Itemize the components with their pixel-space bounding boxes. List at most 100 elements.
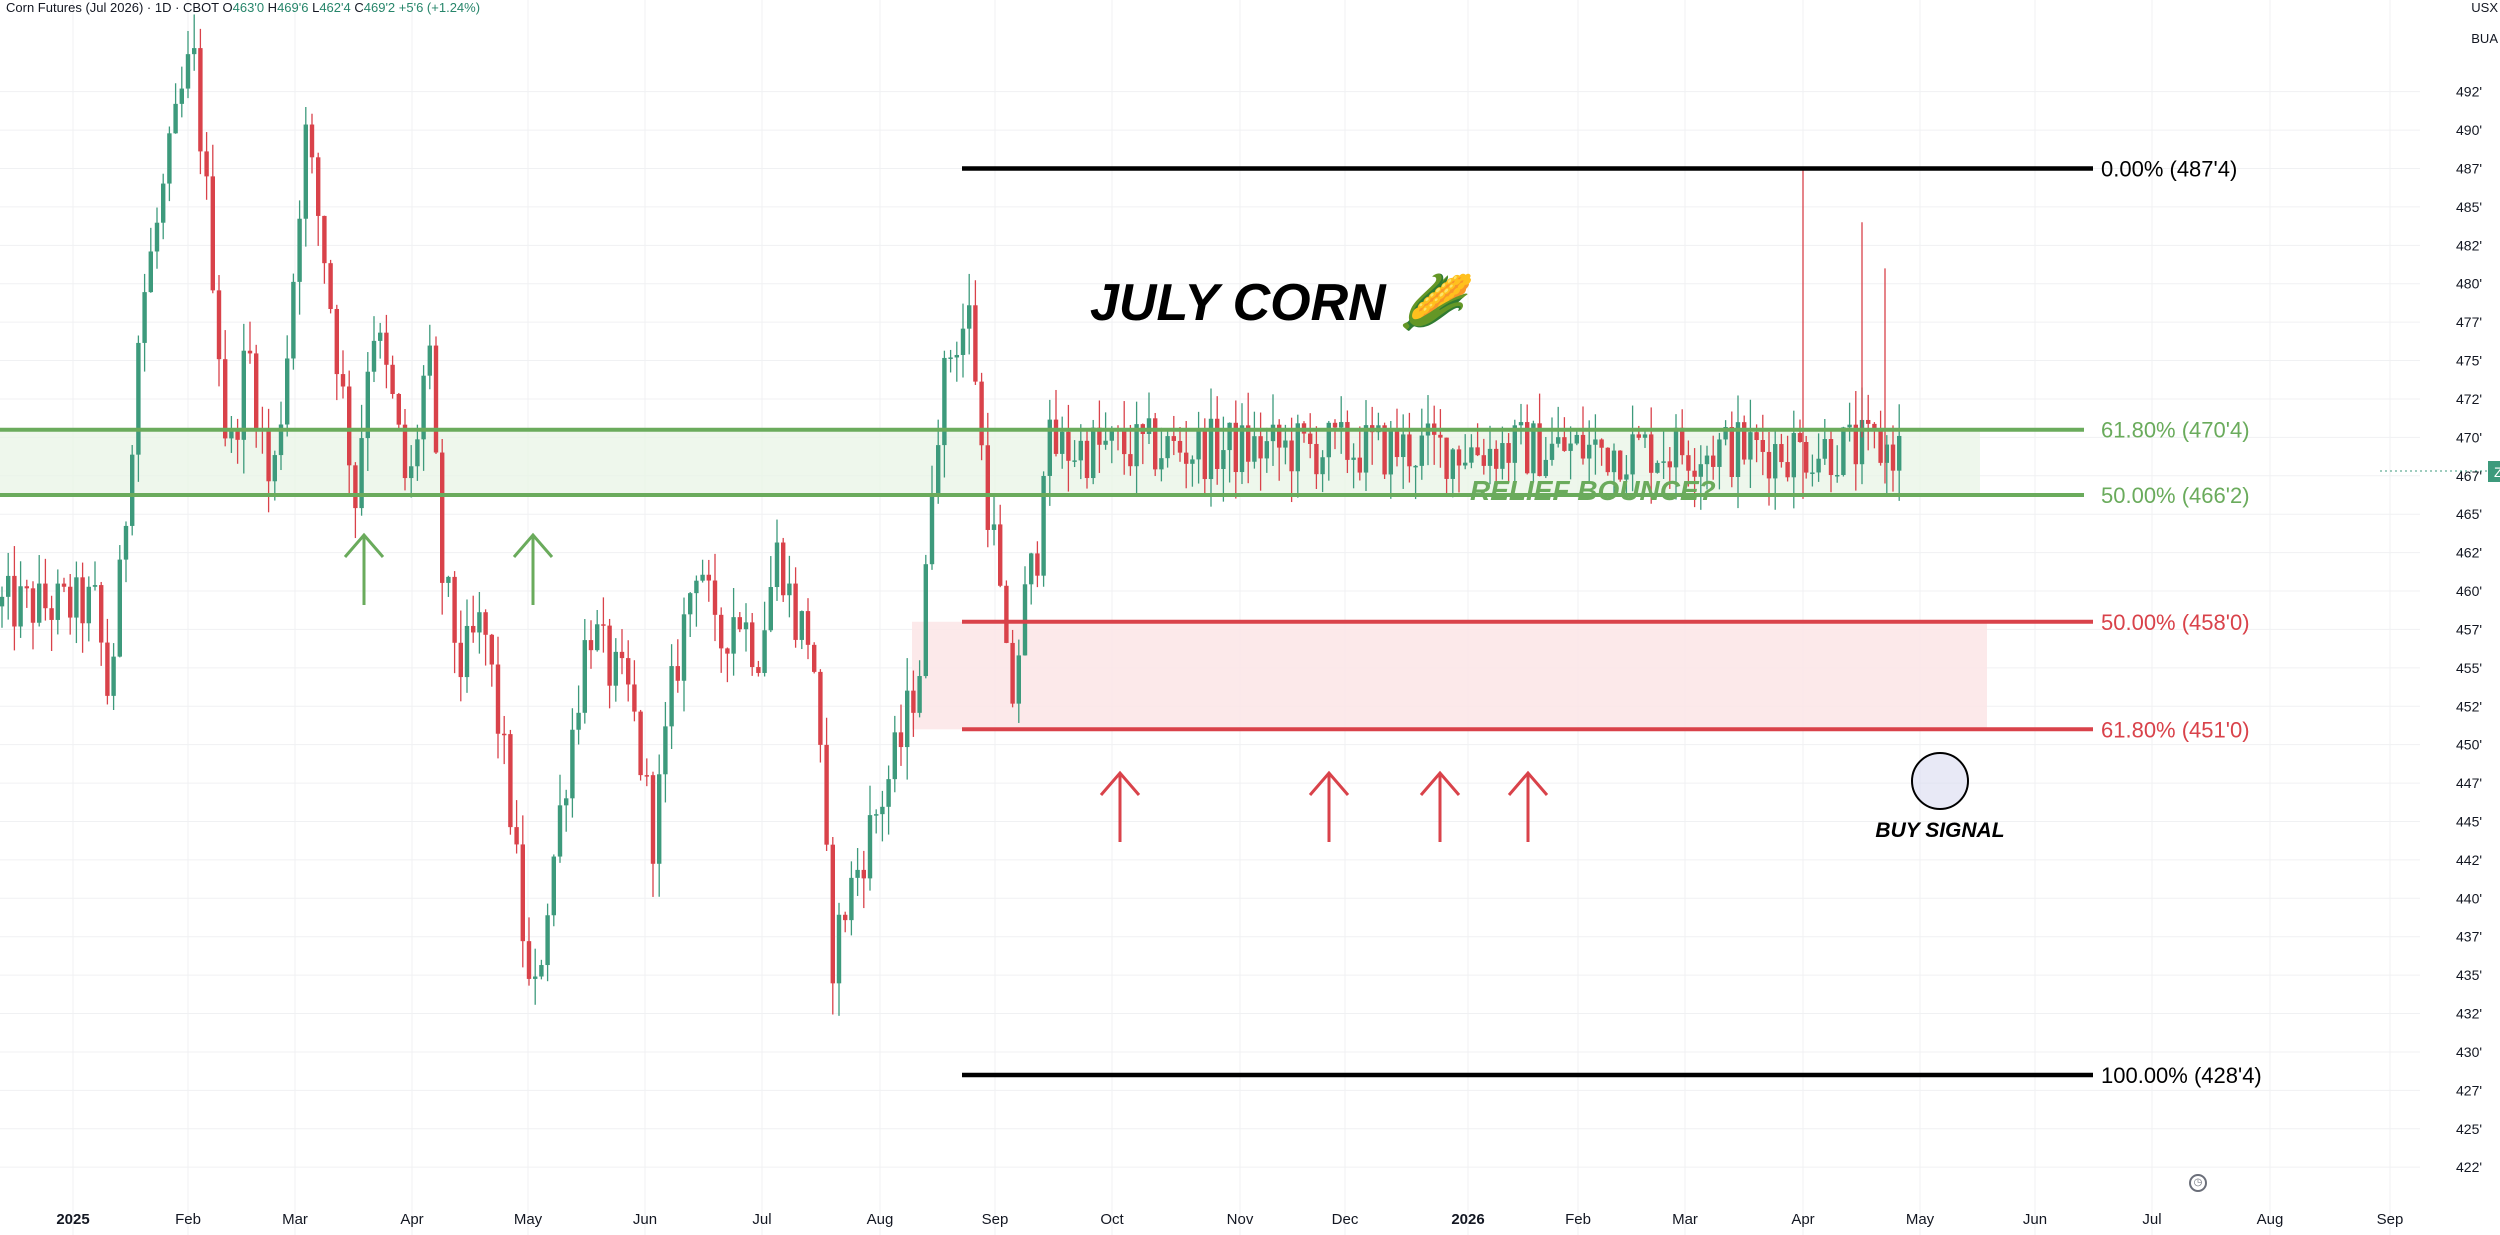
candle-body: [1754, 432, 1759, 441]
candle-body: [1314, 443, 1319, 475]
clock-icon[interactable]: ◷: [2189, 1174, 2207, 1192]
candle-body: [1407, 434, 1412, 467]
candle-body: [514, 827, 519, 845]
candle-body: [1388, 430, 1393, 475]
candle-body: [1766, 451, 1772, 479]
candle-body: [1363, 425, 1369, 473]
candle-body: [1890, 444, 1896, 471]
candle-body: [285, 358, 290, 425]
candle-body: [1289, 440, 1294, 472]
x-tick-label: May: [514, 1211, 543, 1228]
candle-body: [1686, 455, 1691, 471]
candle-body: [173, 103, 178, 134]
x-tick-label: Aug: [867, 1211, 894, 1228]
candle-body: [1308, 433, 1313, 444]
candle-body: [347, 386, 352, 466]
candle-body: [1177, 440, 1183, 453]
candle-body: [1828, 439, 1834, 476]
candle-body: [936, 445, 941, 494]
candle-body: [564, 798, 569, 806]
candle-body: [1153, 418, 1158, 470]
annotations: JULY CORN 🌽 RELIEF BOUNCE? BUY SIGNAL: [1090, 271, 2005, 842]
candle-body: [1859, 419, 1865, 465]
candle-body: [99, 585, 104, 643]
candle-body: [1723, 426, 1728, 440]
candle-body: [1202, 428, 1207, 480]
relief-bounce-label: RELIEF BOUNCE?: [1470, 475, 1716, 506]
candle-body: [1215, 418, 1220, 470]
up-arrow-icon: [1308, 770, 1350, 796]
candle-body: [644, 775, 649, 777]
candle-body: [712, 580, 718, 615]
candle-body: [960, 328, 966, 355]
candle-body: [756, 667, 761, 673]
candle-body: [1109, 429, 1114, 441]
candle-body: [272, 455, 277, 482]
currency-label[interactable]: USX: [2471, 0, 2498, 15]
candle-body: [818, 671, 823, 745]
candle-body: [415, 439, 420, 467]
candle-body: [1295, 423, 1300, 472]
candle-body: [1004, 585, 1009, 643]
candle-body: [1779, 444, 1784, 463]
candle-body: [706, 574, 711, 581]
candle-body: [725, 648, 730, 654]
candle-body: [1326, 422, 1331, 458]
candle-body: [266, 431, 271, 482]
chart-header: Corn Futures (Jul 2026) · 1D · CBOT O463…: [6, 0, 481, 15]
candle-body: [1853, 424, 1858, 465]
candle-body: [650, 775, 656, 864]
x-tick-label: Feb: [175, 1211, 201, 1228]
candle-body: [793, 583, 798, 640]
candle-body: [638, 711, 643, 776]
candle-body: [1171, 436, 1176, 441]
candle-body: [309, 124, 315, 158]
candle-body: [824, 744, 829, 845]
candle-body: [148, 251, 153, 293]
candle-body: [154, 222, 160, 252]
fib-level-label: 61.80% (470'4): [2101, 418, 2250, 443]
change-value: +5'6 (+1.24%): [398, 0, 481, 15]
candle-body: [340, 374, 346, 387]
candle-body: [495, 664, 501, 734]
price-axis[interactable]: 492' 490' 487' 485' 482' 480' 477' 475' 472' 470'…: [2456, 84, 2482, 1176]
candle-body: [991, 524, 997, 530]
candle-body: [1456, 449, 1462, 466]
candle-body: [1357, 457, 1362, 473]
candle-body: [613, 651, 618, 686]
candle-body: [1208, 418, 1214, 480]
candle-body: [1742, 422, 1747, 460]
y-tick-label: 437': [2456, 929, 2482, 945]
time-axis[interactable]: 2025 Feb Mar Apr May Jun Jul Aug Sep Oct Nov Dec 202…: [56, 1211, 2403, 1228]
bua-label[interactable]: BUA: [2471, 31, 2498, 46]
candle-body: [24, 586, 29, 589]
candle-body: [1264, 441, 1269, 459]
candle-body: [43, 583, 48, 609]
candle-body: [1816, 458, 1821, 473]
y-tick-label: 445': [2456, 813, 2482, 829]
candle-body: [1624, 474, 1629, 480]
candle-body: [1450, 449, 1455, 479]
candle-body: [229, 429, 234, 439]
candle-body: [1506, 443, 1511, 463]
candle-body: [675, 666, 680, 681]
candle-body: [1704, 455, 1710, 465]
candle-body: [1053, 419, 1059, 454]
symbol-tag: ZCN2026 469': [2494, 464, 2500, 480]
y-tick-label: 462': [2456, 545, 2482, 561]
candle-body: [192, 48, 197, 55]
candle-body: [1494, 448, 1499, 469]
candle-body: [1413, 465, 1418, 468]
candle-body: [1475, 447, 1480, 456]
candle-body: [303, 124, 308, 219]
candle-body: [1184, 452, 1189, 464]
y-tick-label: 492': [2456, 84, 2482, 100]
y-tick-label: 482': [2456, 237, 2482, 253]
x-tick-label: Jun: [2023, 1211, 2047, 1228]
candle-body: [1097, 427, 1102, 445]
y-tick-label: 430': [2456, 1044, 2482, 1060]
candle-body: [1146, 418, 1152, 434]
candle-body: [1680, 427, 1685, 456]
chart-title: JULY CORN 🌽: [1090, 271, 1474, 332]
